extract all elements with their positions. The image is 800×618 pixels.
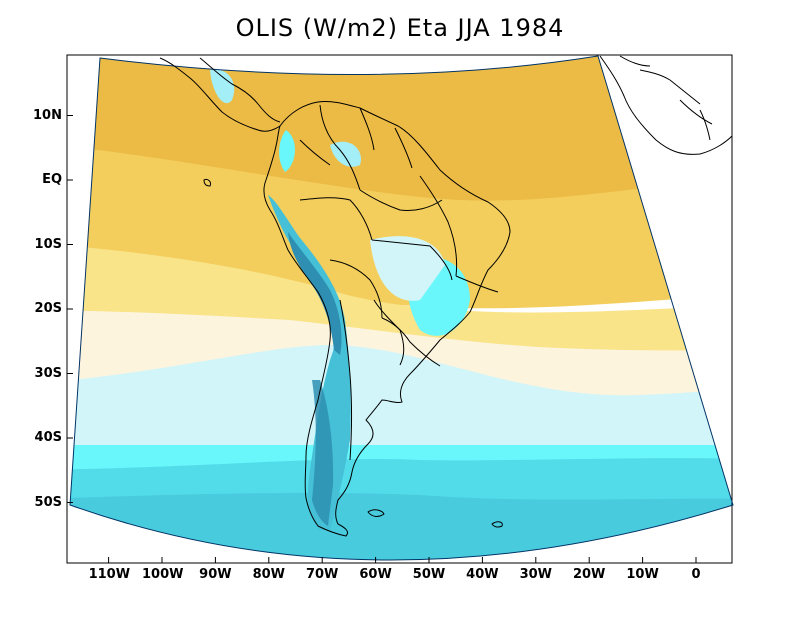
coastlines [159,55,733,537]
y-tick-label: 50S [34,494,62,510]
falkland-islands [367,509,385,517]
andes-core [288,232,342,355]
band-pale-cyan [70,345,733,450]
x-tick-label: 60W [359,567,392,582]
south-georgia [491,521,503,528]
nw-sa-patch [279,130,295,172]
central-am-patch [210,69,235,104]
y-tick-label: 30S [34,365,62,381]
africa-border-4 [699,109,711,141]
band-cyan-south [70,492,733,560]
border-9 [455,275,499,293]
border-6 [381,317,441,367]
border-11 [359,107,375,151]
central-america-coast [159,57,281,132]
axis-ticks [67,115,697,563]
border-8 [419,175,458,277]
x-tick-label: 20W [572,567,606,582]
border-1 [319,104,361,191]
x-tick-label: 100W [142,567,184,582]
domain-edge [69,55,734,561]
y-tick-label: EQ [42,172,62,187]
mexico-gulf-coast [199,57,281,123]
south-america-coast [263,101,511,537]
border-10 [394,127,413,169]
map-title: OLIS (W/m2) Eta JJA 1984 [235,14,565,42]
x-tick-label: 40W [466,567,499,582]
x-tick-label: 80W [252,567,286,582]
border-4 [371,239,453,281]
y-tick-label: 40S [34,430,62,445]
border-2 [359,189,443,211]
brazil-pale-patch [370,236,445,301]
africa-border-1 [639,69,701,105]
x-tick-label: 10W [626,567,659,582]
x-tick-label: 90W [199,567,232,582]
africa-coast [599,55,733,155]
border-12 [373,299,405,366]
x-tick-label: 30W [519,567,553,582]
x-tick-label: 50W [412,567,446,582]
x-tick-label: 70W [305,567,339,582]
border-13 [299,139,331,166]
band-yellow [70,240,733,360]
x-tick-label: 0 [691,567,701,582]
y-tick-label: 10N [33,107,62,123]
border-7 [339,299,352,461]
africa-border-2 [619,55,651,67]
border-5 [329,259,383,319]
patagonia-core [312,380,334,526]
border-3 [299,197,373,241]
y-tick-label: 20S [34,301,62,316]
y-tick-label: 10S [34,236,62,252]
africa-border-3 [679,99,713,125]
galapagos [203,179,211,187]
x-tick-label: 110W [88,567,131,582]
